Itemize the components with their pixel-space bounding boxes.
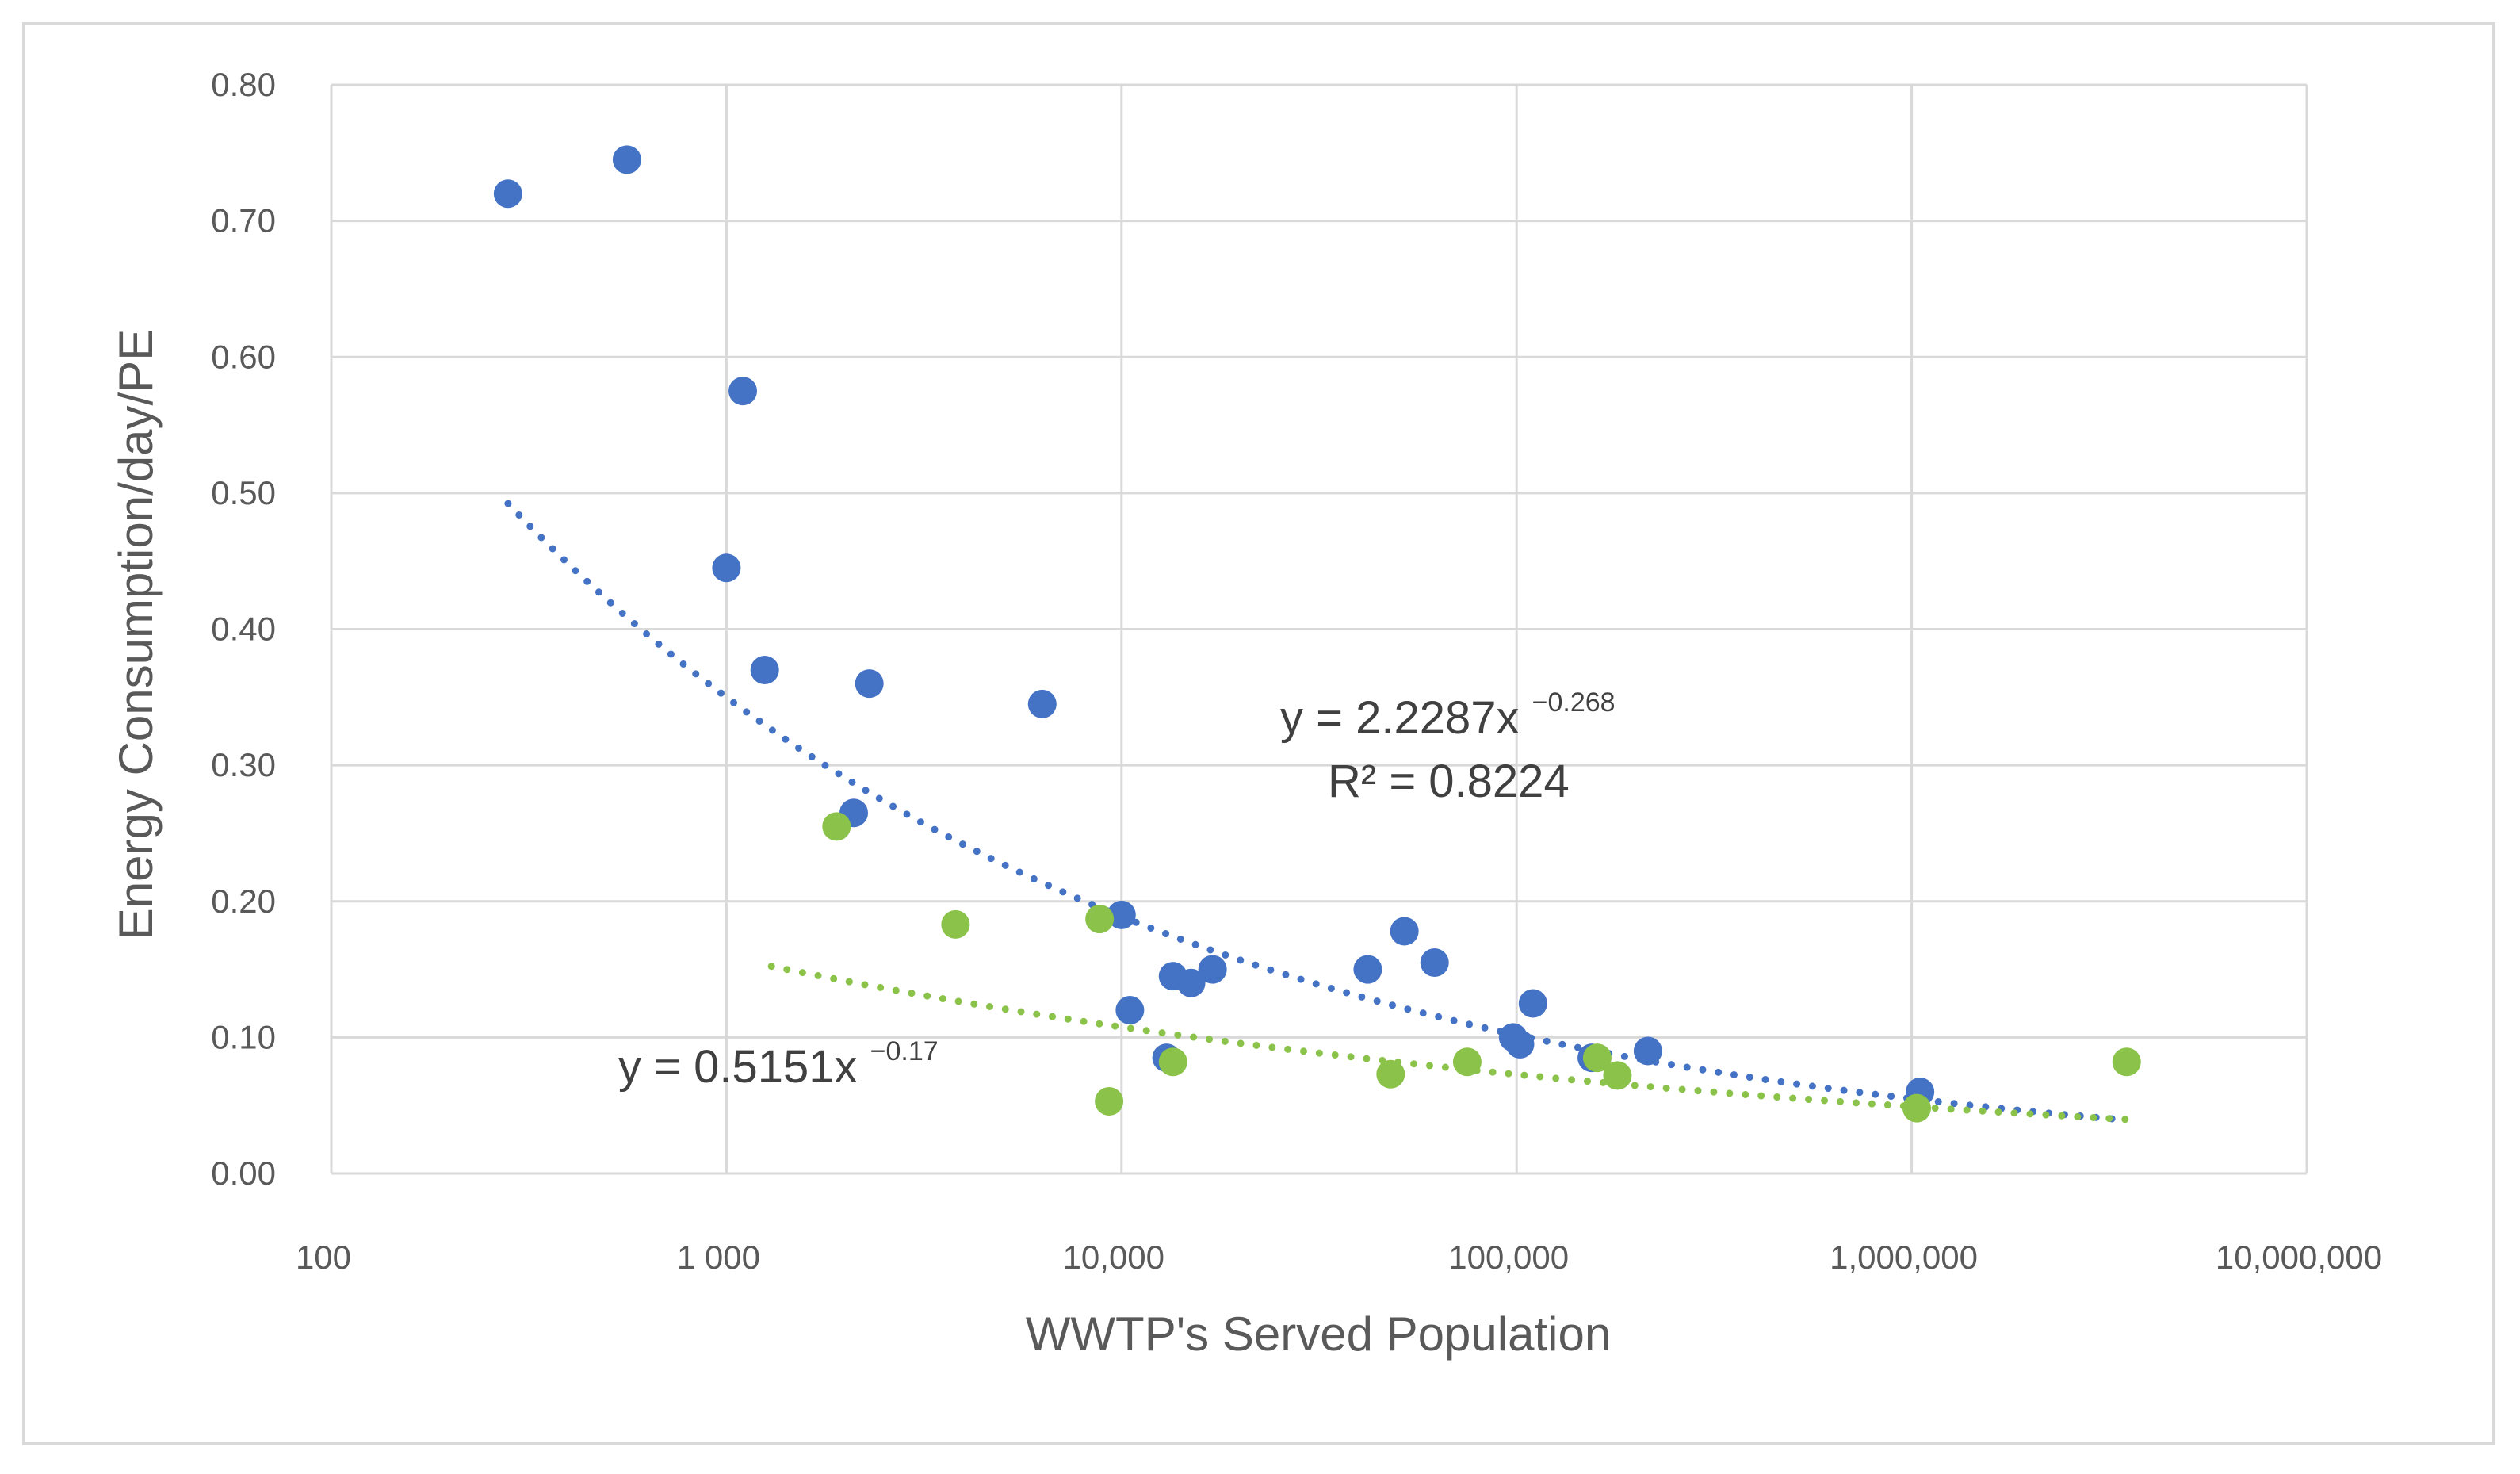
green-trendline-equation: y = 0.5151x −0.17 bbox=[618, 1036, 939, 1093]
x-tick-label: 100,000 bbox=[1448, 1239, 1569, 1276]
x-axis-title: WWTP's Served Population bbox=[1026, 1307, 1611, 1361]
blue-data-point bbox=[1176, 968, 1206, 997]
green-data-point bbox=[2112, 1047, 2141, 1077]
green-data-point bbox=[822, 812, 851, 841]
green-data-point bbox=[1902, 1093, 1931, 1123]
x-axis-ticks: 100 1 000 10,000 100,000 1,000,000 10,000,000 bbox=[296, 1239, 2382, 1276]
blue-data-point bbox=[612, 145, 641, 174]
blue-data-point bbox=[1115, 996, 1145, 1025]
y-tick-label: 0.30 bbox=[211, 746, 276, 783]
green-data-point bbox=[1158, 1047, 1187, 1077]
blue-trendline bbox=[504, 500, 2131, 1124]
green-data-point bbox=[1095, 1087, 1124, 1116]
green-data-point bbox=[1603, 1061, 1632, 1090]
green-trendline bbox=[767, 963, 2131, 1124]
blue-trendline-equation: y = 2.2287x −0.268 bbox=[1280, 687, 1616, 744]
green-trendline-equation-base: y = 0.5151x bbox=[618, 1041, 858, 1093]
blue-data-point bbox=[1390, 917, 1419, 946]
data-points bbox=[493, 145, 2141, 1123]
blue-data-point bbox=[493, 179, 522, 209]
trendlines bbox=[504, 500, 2131, 1124]
green-data-point bbox=[941, 909, 970, 939]
green-data-point bbox=[1582, 1043, 1612, 1073]
blue-data-point bbox=[855, 669, 884, 699]
x-tick-label: 10,000,000 bbox=[2216, 1239, 2382, 1276]
blue-data-point bbox=[750, 655, 779, 684]
blue-data-point bbox=[1027, 689, 1057, 718]
gridlines bbox=[330, 83, 2308, 1175]
blue-trendline-exponent: −0.268 bbox=[1532, 687, 1616, 718]
blue-data-point bbox=[1420, 948, 1449, 977]
blue-trendline-r2: R² = 0.8224 bbox=[1328, 756, 1570, 807]
x-tick-label: 1 000 bbox=[677, 1239, 760, 1276]
y-axis-ticks: 0.00 0.10 0.20 0.30 0.40 0.50 0.60 0.70 0.80 bbox=[211, 66, 276, 1192]
blue-data-point bbox=[1198, 955, 1227, 984]
blue-data-point bbox=[712, 553, 741, 583]
green-data-point bbox=[1085, 905, 1115, 934]
blue-data-point bbox=[1107, 900, 1136, 929]
green-data-point bbox=[1452, 1047, 1482, 1077]
y-tick-label: 0.10 bbox=[211, 1018, 276, 1055]
blue-data-point bbox=[1518, 989, 1547, 1018]
y-tick-label: 0.50 bbox=[211, 474, 276, 511]
y-tick-label: 0.80 bbox=[211, 66, 276, 103]
x-tick-label: 10,000 bbox=[1063, 1239, 1164, 1276]
y-tick-label: 0.70 bbox=[211, 202, 276, 239]
y-tick-label: 0.00 bbox=[211, 1154, 276, 1192]
x-tick-label: 1,000,000 bbox=[1830, 1239, 1978, 1276]
y-tick-label: 0.40 bbox=[211, 611, 276, 648]
y-tick-label: 0.60 bbox=[211, 338, 276, 375]
y-tick-label: 0.20 bbox=[211, 882, 276, 920]
blue-trendline-equation-base: y = 2.2287x bbox=[1280, 692, 1520, 744]
blue-data-point bbox=[1633, 1036, 1662, 1066]
green-trendline-exponent: −0.17 bbox=[870, 1036, 939, 1066]
x-tick-label: 100 bbox=[296, 1239, 351, 1276]
blue-data-point bbox=[1353, 955, 1382, 984]
blue-data-point bbox=[1505, 1029, 1535, 1059]
green-data-point bbox=[1376, 1059, 1405, 1089]
y-axis-title: Energy Consumption/day/PE bbox=[109, 329, 163, 940]
blue-data-point bbox=[728, 377, 758, 406]
